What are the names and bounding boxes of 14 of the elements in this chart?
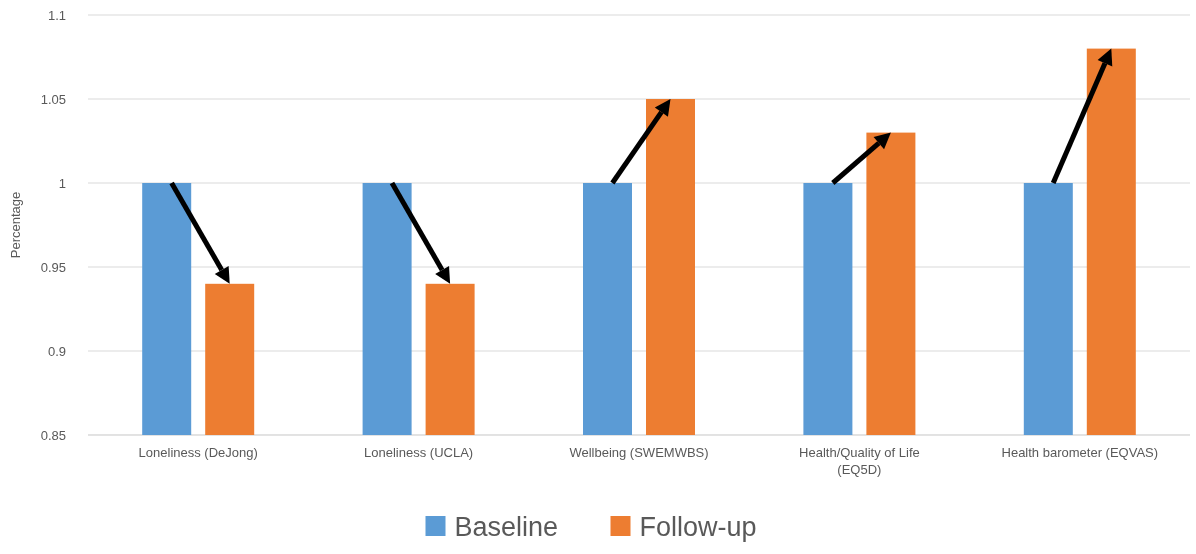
- y-tick-label: 1.05: [40, 91, 66, 107]
- x-tick-label: Loneliness (DeJong): [138, 445, 258, 460]
- y-tick-label: 0.9: [47, 343, 66, 359]
- y-tick-label: 1: [58, 175, 66, 191]
- y-tick-label: 0.85: [40, 427, 66, 443]
- x-tick-label: Loneliness (UCLA): [364, 445, 474, 460]
- x-tick-label: Health/Quality of Life (EQ5D): [799, 445, 920, 477]
- y-tick-label: 0.95: [40, 259, 66, 275]
- x-tick-label: Wellbeing (SWEMWBS): [569, 445, 709, 460]
- legend-label: Baseline: [454, 512, 559, 542]
- x-tick-label: Health barometer (EQVAS): [1001, 445, 1159, 460]
- legend-label: Follow-up: [639, 512, 757, 542]
- y-tick-label: 1.1: [47, 7, 66, 23]
- y-axis-title: Percentage: [8, 191, 23, 259]
